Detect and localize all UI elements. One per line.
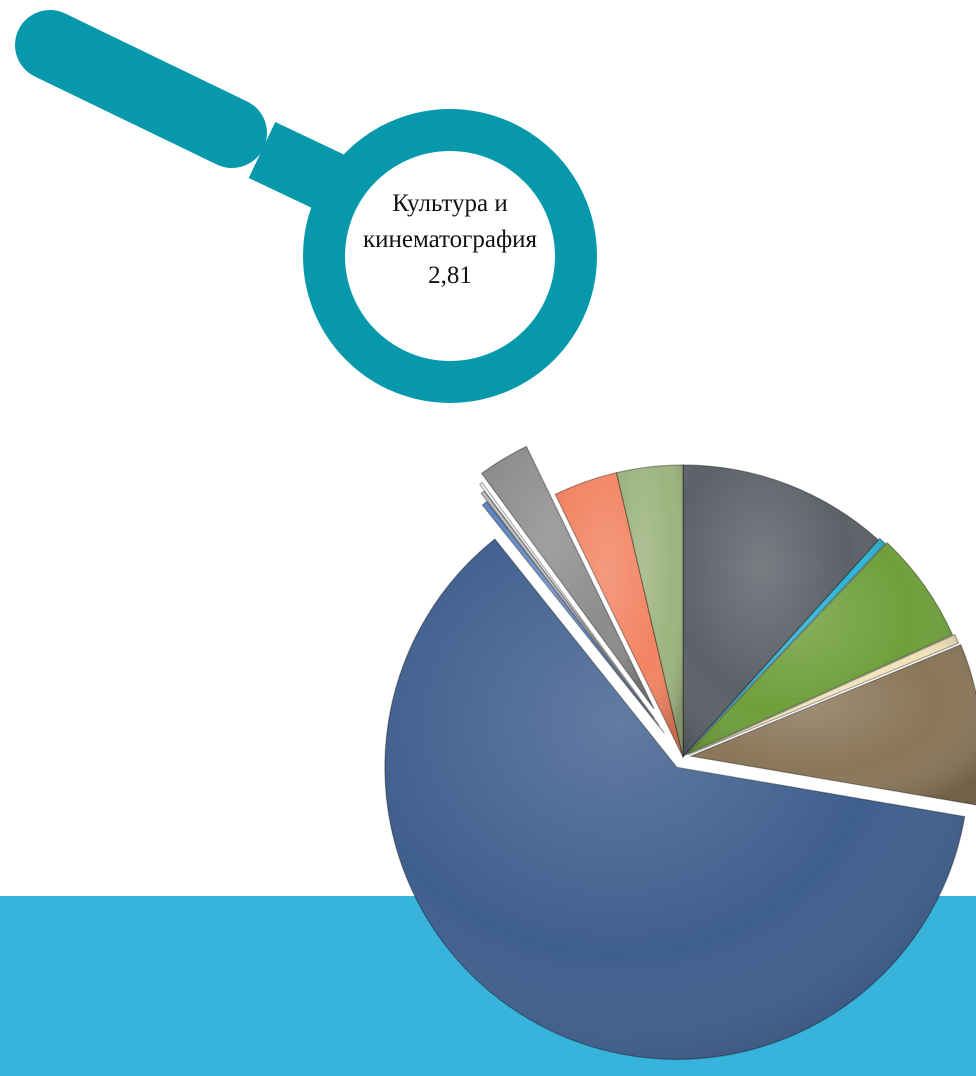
magnifier-lens: [303, 109, 597, 403]
callout-line2: кинематография: [362, 226, 538, 253]
pie-slice-shading-8: [481, 491, 659, 726]
magnifier-handle: [15, 10, 267, 168]
callout-label: Культура и кинематография 2,81: [334, 186, 566, 294]
pie-slice-shading-3: [686, 542, 953, 755]
pie-slice-shading-4: [688, 634, 959, 755]
pie-slices: [384, 445, 976, 1060]
pie-slice-shading-11: [555, 472, 683, 757]
pie-slice-shading-5: [690, 644, 976, 805]
pie-slice-shading-10: [481, 446, 655, 710]
pie-slice-shading-1: [683, 465, 879, 757]
pie-slice-shading-2: [684, 538, 886, 756]
pie-slice-shading-12: [616, 465, 683, 757]
magnifier-icon: [15, 10, 597, 403]
pie-slice-shading-6: [384, 539, 965, 1060]
callout-value: 2,81: [428, 262, 472, 289]
pie-slice-shading-7: [482, 501, 665, 734]
pie-slice-shading-9: [479, 482, 655, 719]
callout-line1: Культура и: [392, 190, 508, 217]
